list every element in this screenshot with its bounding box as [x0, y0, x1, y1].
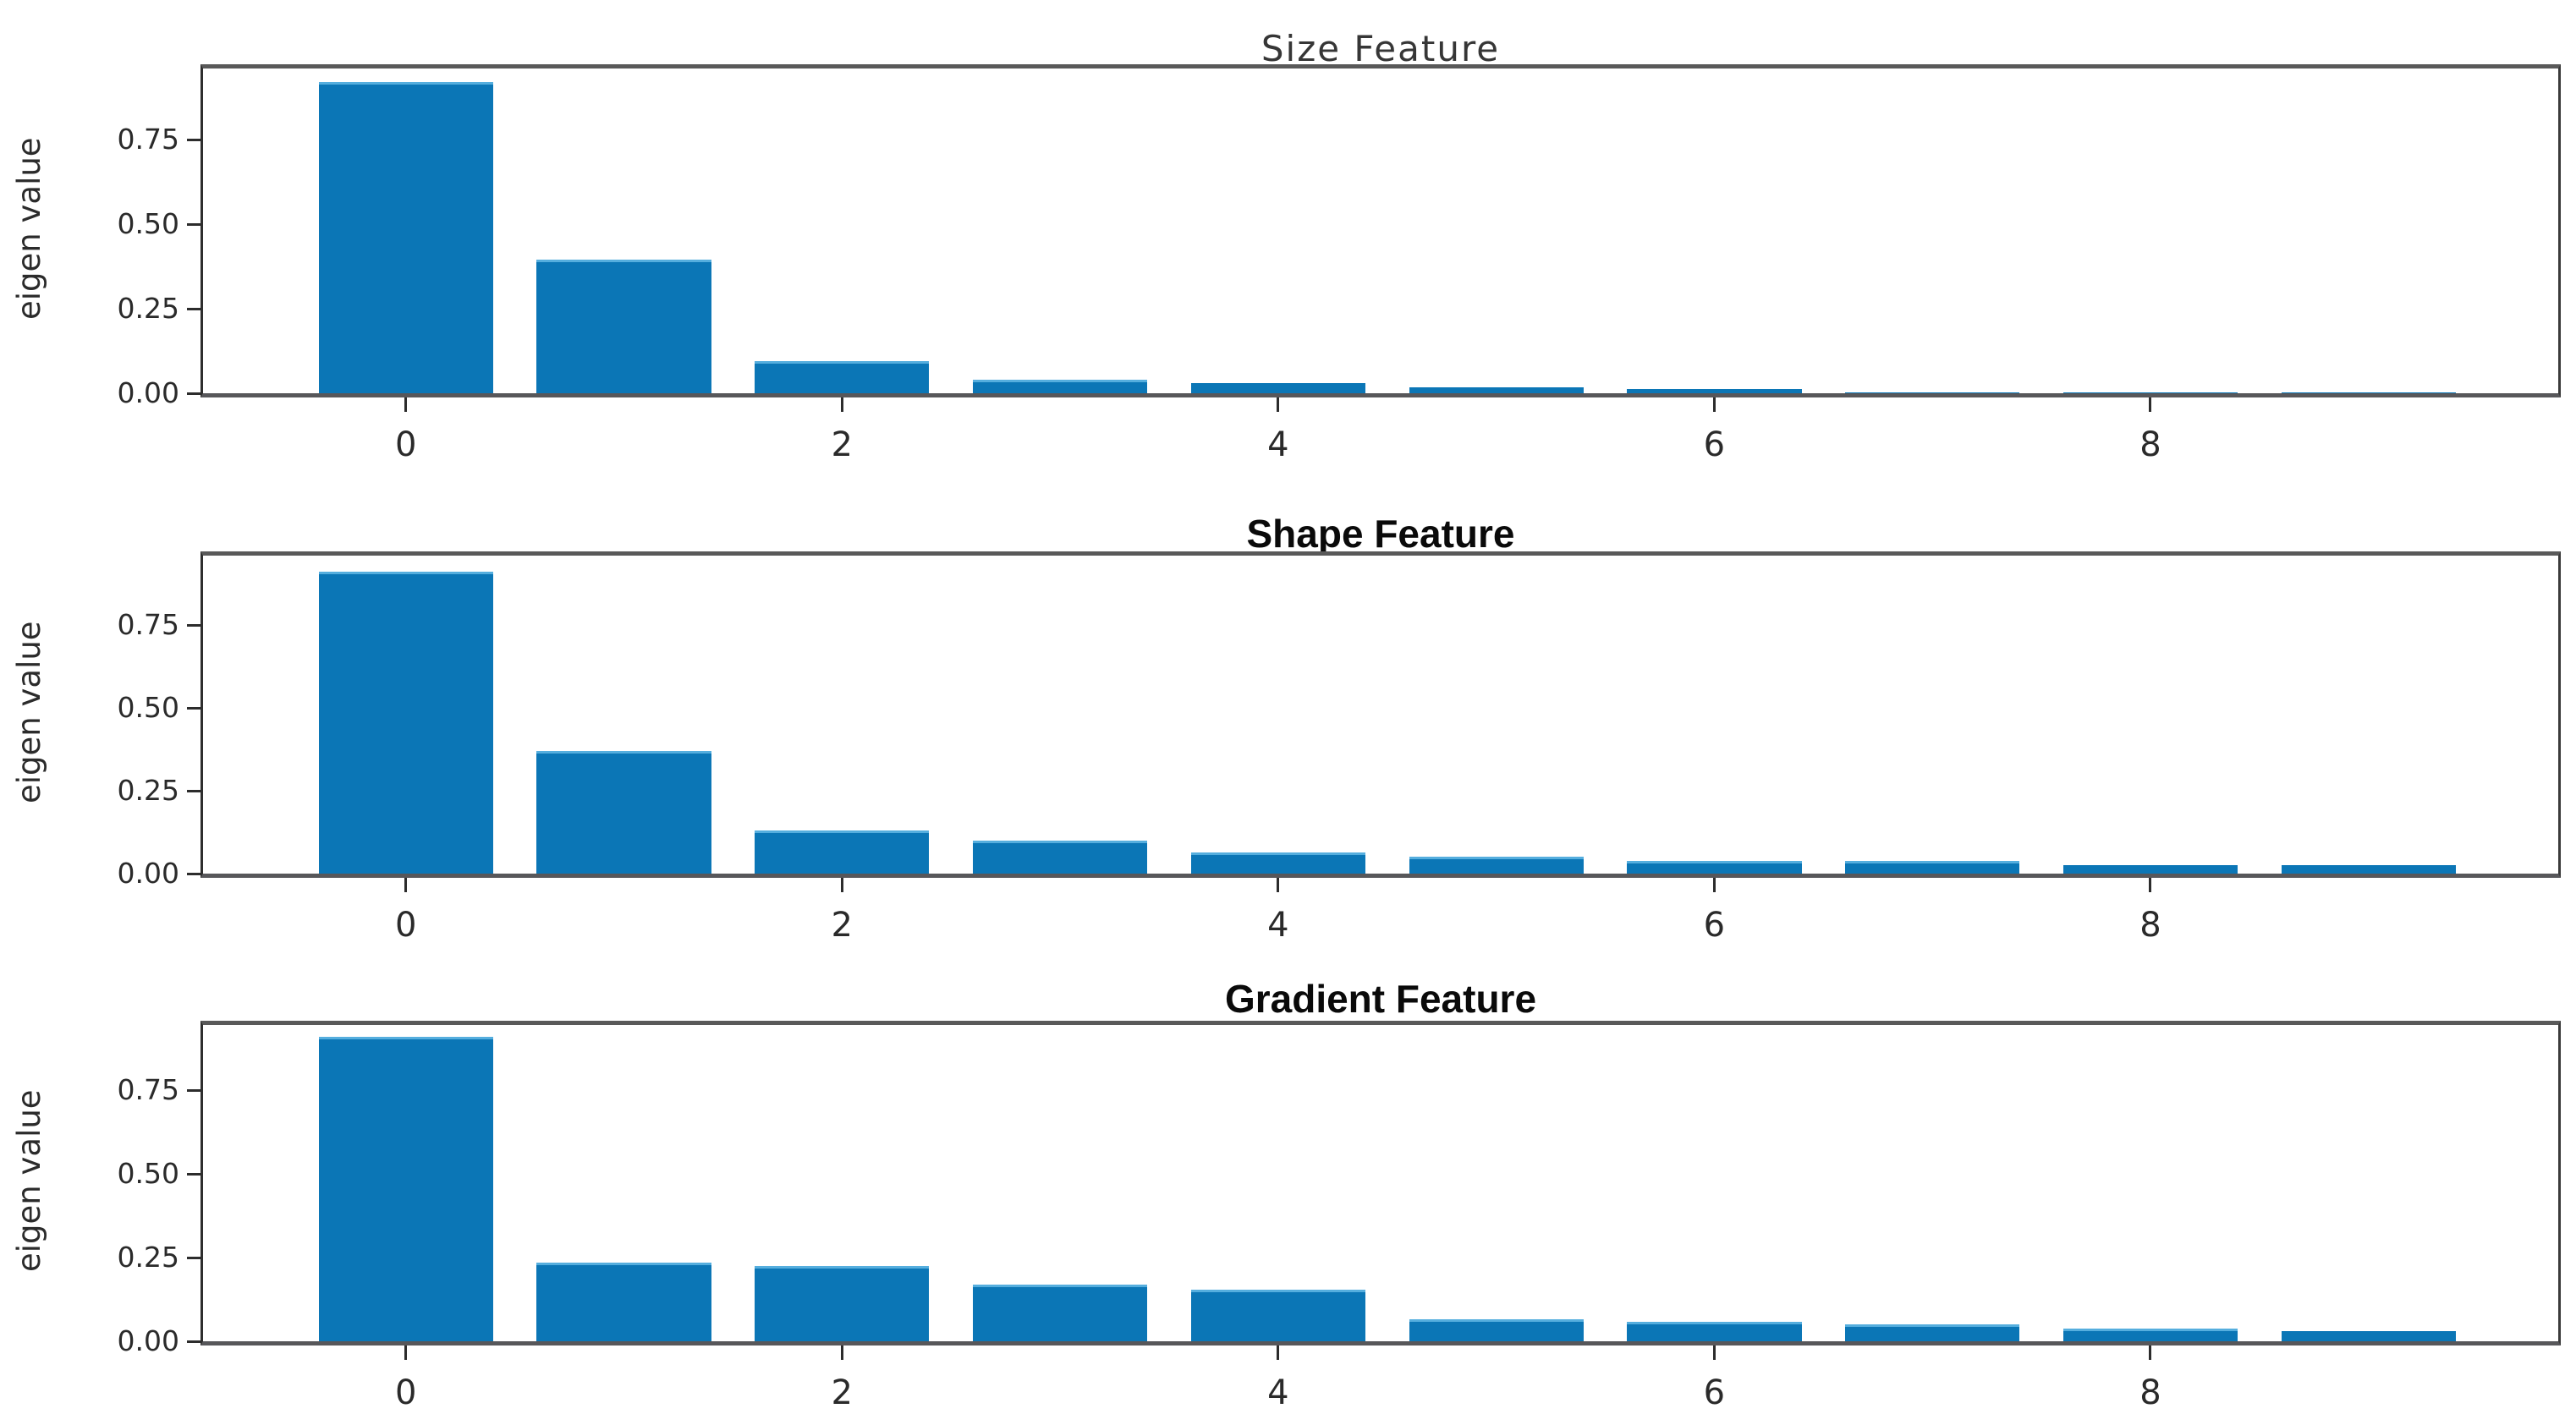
- y-tick-label: 0.25: [117, 292, 179, 325]
- plot-area: 0.00 0.25 0.50 0.75 0 2 4 6 8: [118, 1021, 2561, 1412]
- chart-title: Size Feature: [1261, 27, 1501, 69]
- x-tick-label: 4: [1267, 1373, 1289, 1412]
- y-tick-label: 0.00: [117, 376, 179, 409]
- bar: [318, 82, 493, 393]
- bar: [318, 572, 493, 874]
- x-tick-label: 8: [2139, 1373, 2161, 1412]
- plot-area: 0.00 0.25 0.50 0.75 0 2 4 6 8: [118, 551, 2561, 945]
- bar: [972, 1285, 1148, 1341]
- y-tick-mark: [187, 1256, 200, 1259]
- x-tick-label: 6: [1703, 906, 1726, 945]
- bar: [2062, 392, 2238, 393]
- x-tick-label: 0: [394, 425, 417, 464]
- bar: [1409, 857, 1584, 874]
- y-tick-mark: [187, 1172, 200, 1176]
- bar: [1190, 852, 1365, 874]
- bar: [536, 260, 711, 393]
- bar: [755, 361, 930, 393]
- x-tick-mark: [1712, 878, 1716, 892]
- y-tick-label: 0.00: [117, 1324, 179, 1357]
- bar: [1190, 1290, 1365, 1341]
- bar: [1627, 1322, 1802, 1341]
- x-tick-mark: [1277, 878, 1280, 892]
- y-tick-label: 0.75: [117, 1073, 179, 1106]
- x-tick-label: 0: [394, 906, 417, 945]
- bar: [972, 380, 1148, 393]
- y-tick-label: 0.50: [117, 691, 179, 724]
- y-tick-mark: [187, 222, 200, 226]
- plot-area: 0.00 0.25 0.50 0.75 0 2 4 6 8: [118, 64, 2561, 464]
- x-tick-label: 2: [831, 425, 853, 464]
- x-tick-label: 6: [1703, 425, 1726, 464]
- y-tick-mark: [187, 789, 200, 792]
- y-axis-label: eigen value: [11, 1089, 47, 1272]
- y-tick-mark: [187, 1088, 200, 1092]
- x-tick-mark: [2149, 397, 2152, 412]
- bar: [1627, 861, 1802, 874]
- y-tick-label: 0.00: [117, 857, 179, 890]
- bar: [536, 1263, 711, 1341]
- x-tick-mark: [1712, 1345, 1716, 1360]
- x-tick-label: 2: [831, 1373, 853, 1412]
- bar: [1845, 861, 2020, 874]
- x-tick-mark: [840, 878, 843, 892]
- x-tick-mark: [404, 878, 408, 892]
- x-tick-mark: [404, 1345, 408, 1360]
- y-axis-label: eigen value: [11, 137, 47, 320]
- y-tick-mark: [187, 392, 200, 395]
- y-tick-label: 0.25: [117, 1241, 179, 1274]
- bar: [536, 751, 711, 874]
- x-tick-mark: [840, 1345, 843, 1360]
- bar: [755, 830, 930, 874]
- x-tick-mark: [1277, 397, 1280, 412]
- x-tick-mark: [1277, 1345, 1280, 1360]
- bar: [1190, 383, 1365, 393]
- x-tick-mark: [2149, 1345, 2152, 1360]
- bar: [1845, 1324, 2020, 1341]
- bar: [755, 1266, 930, 1341]
- y-tick-label: 0.75: [117, 608, 179, 641]
- x-tick-mark: [840, 397, 843, 412]
- y-tick-label: 0.25: [117, 774, 179, 807]
- chart-title: Shape Feature: [1246, 512, 1515, 556]
- y-tick-label: 0.50: [117, 1157, 179, 1190]
- bar: [318, 1037, 493, 1341]
- y-tick-label: 0.75: [117, 123, 179, 156]
- x-tick-label: 8: [2139, 425, 2161, 464]
- bar: [1845, 392, 2020, 393]
- x-tick-mark: [1712, 397, 1716, 412]
- bar: [2062, 865, 2238, 874]
- bar: [2281, 392, 2456, 393]
- y-tick-mark: [187, 623, 200, 627]
- bar: [2281, 865, 2456, 874]
- y-axis-label: eigen value: [11, 621, 47, 803]
- x-tick-label: 6: [1703, 1373, 1726, 1412]
- x-tick-label: 2: [831, 906, 853, 945]
- y-tick-mark: [187, 138, 200, 141]
- bar: [972, 841, 1148, 874]
- bar: [1409, 387, 1584, 393]
- bar: [1409, 1319, 1584, 1341]
- x-tick-label: 4: [1267, 906, 1289, 945]
- y-tick-mark: [187, 872, 200, 875]
- y-tick-mark: [187, 1340, 200, 1343]
- x-tick-mark: [404, 397, 408, 412]
- bar: [1627, 389, 1802, 393]
- bar: [2062, 1329, 2238, 1341]
- bar: [2281, 1331, 2456, 1341]
- x-tick-label: 8: [2139, 906, 2161, 945]
- x-tick-label: 4: [1267, 425, 1289, 464]
- x-tick-mark: [2149, 878, 2152, 892]
- y-tick-label: 0.50: [117, 207, 179, 240]
- y-tick-mark: [187, 706, 200, 710]
- y-tick-mark: [187, 307, 200, 310]
- x-tick-label: 0: [394, 1373, 417, 1412]
- chart-title: Gradient Feature: [1224, 977, 1537, 1022]
